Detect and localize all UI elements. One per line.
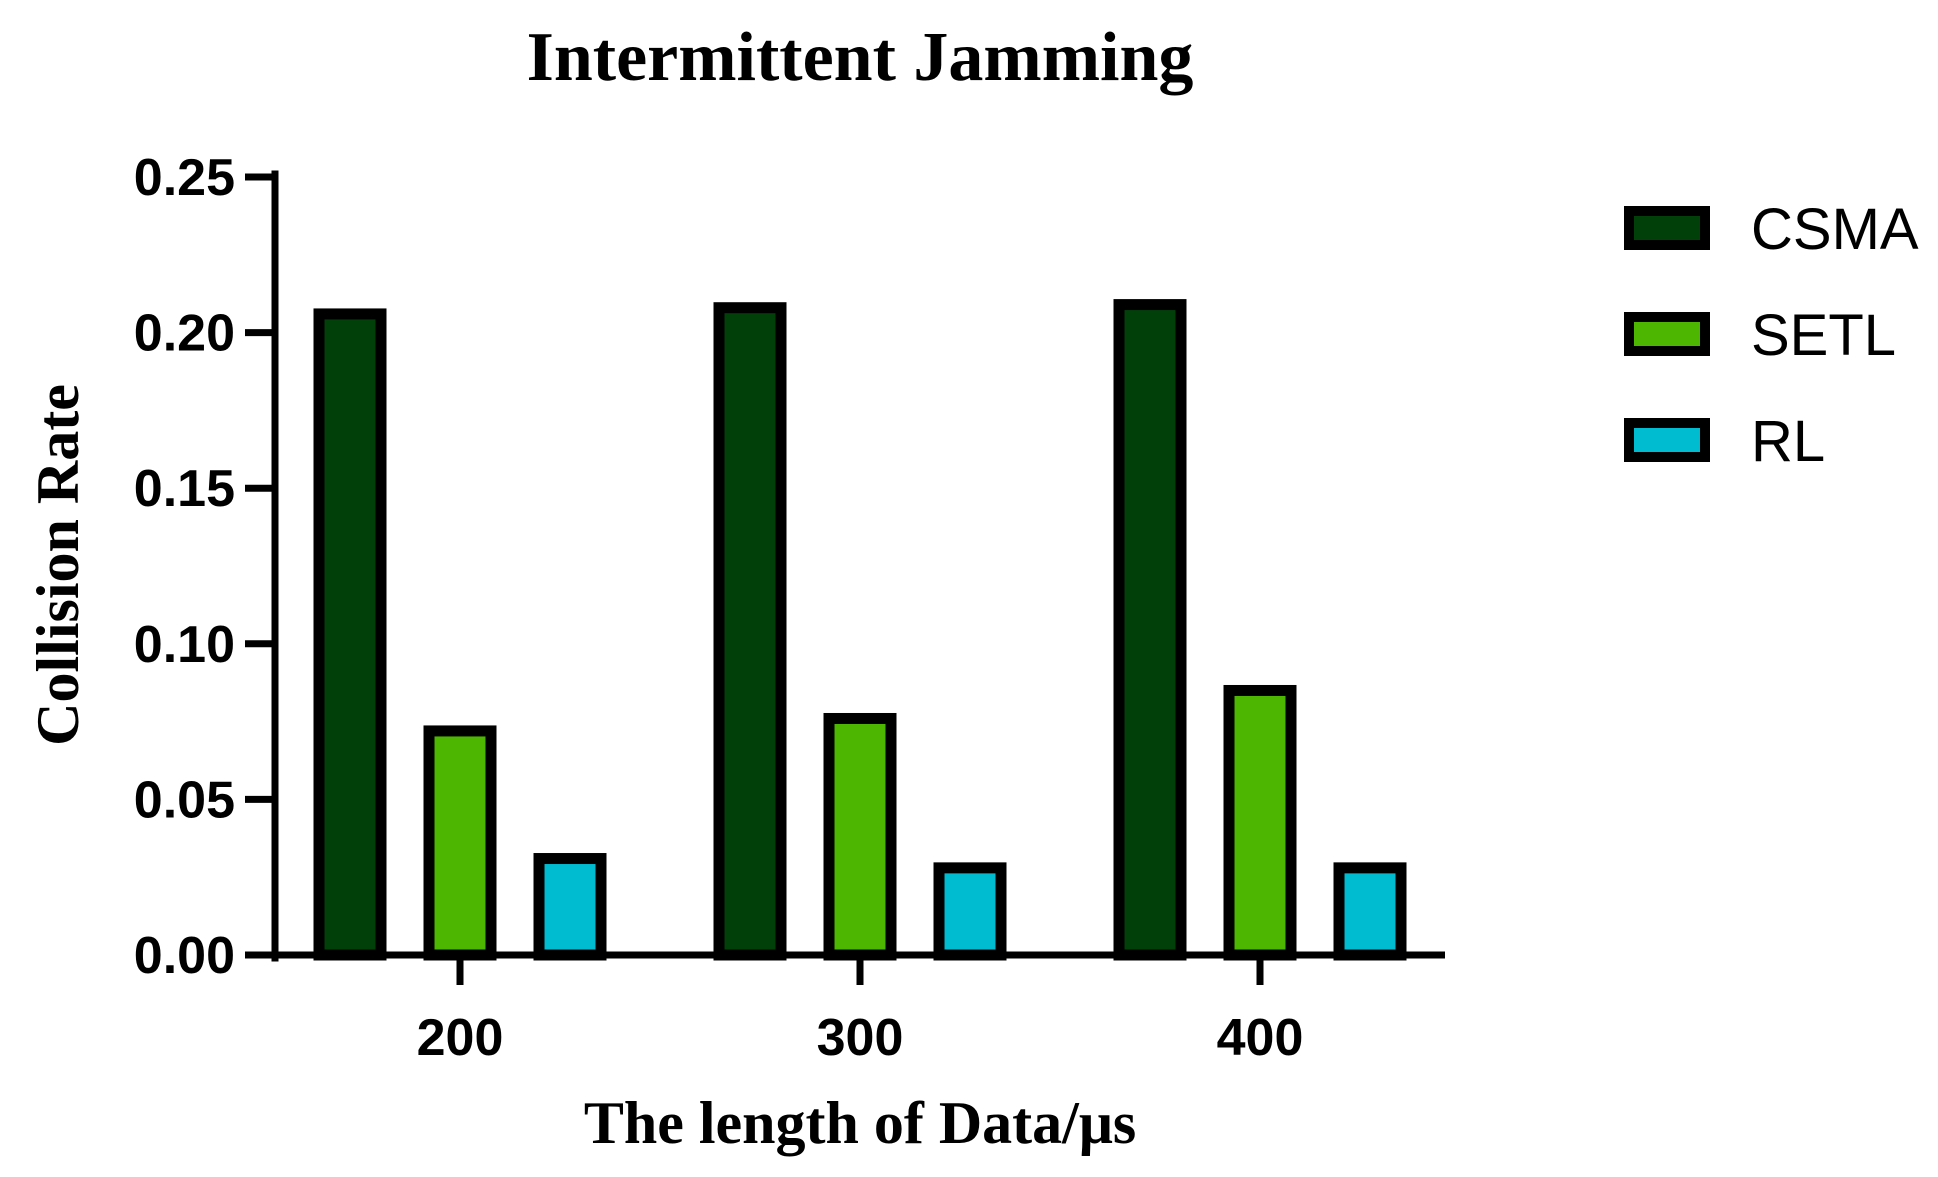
bar-rl-400 bbox=[1333, 862, 1407, 961]
x-tick-label: 300 bbox=[817, 1009, 904, 1067]
bar-csma-300 bbox=[713, 302, 787, 961]
legend-swatch-rl bbox=[1624, 418, 1710, 462]
chart-title: Intermittent Jamming bbox=[527, 19, 1194, 96]
legend-label-setl: SETL bbox=[1751, 303, 1896, 368]
bar-setl-200 bbox=[423, 725, 497, 961]
y-tick-label: 0.25 bbox=[134, 149, 235, 207]
plot-area: 0.00 0.05 0.10 0.15 0.20 0.25 200 300 400 bbox=[134, 149, 1445, 1067]
legend-label-rl: RL bbox=[1751, 409, 1825, 474]
bar-rl-200 bbox=[533, 853, 607, 961]
y-tick-label: 0.05 bbox=[134, 771, 235, 829]
bar-setl-300 bbox=[823, 712, 897, 961]
bar-setl-400 bbox=[1223, 684, 1297, 961]
y-tick-label: 0.15 bbox=[134, 460, 235, 518]
bar-csma-400 bbox=[1113, 299, 1187, 961]
x-axis-label: The length of Data/μs bbox=[584, 1090, 1136, 1156]
legend: CSMA SETL RL bbox=[1624, 197, 1919, 474]
x-tick-label: 200 bbox=[417, 1009, 504, 1067]
legend-swatch-setl bbox=[1624, 312, 1710, 356]
y-tick-label: 0.20 bbox=[134, 305, 235, 363]
bar-csma-200 bbox=[313, 308, 387, 961]
y-tick-label: 0.00 bbox=[134, 927, 235, 985]
legend-swatch-csma bbox=[1624, 206, 1710, 250]
bar-rl-300 bbox=[933, 862, 1007, 961]
legend-label-csma: CSMA bbox=[1751, 197, 1919, 262]
y-axis-label: Collision Rate bbox=[25, 384, 91, 746]
x-tick-label: 400 bbox=[1217, 1009, 1304, 1067]
y-tick-label: 0.10 bbox=[134, 616, 235, 674]
